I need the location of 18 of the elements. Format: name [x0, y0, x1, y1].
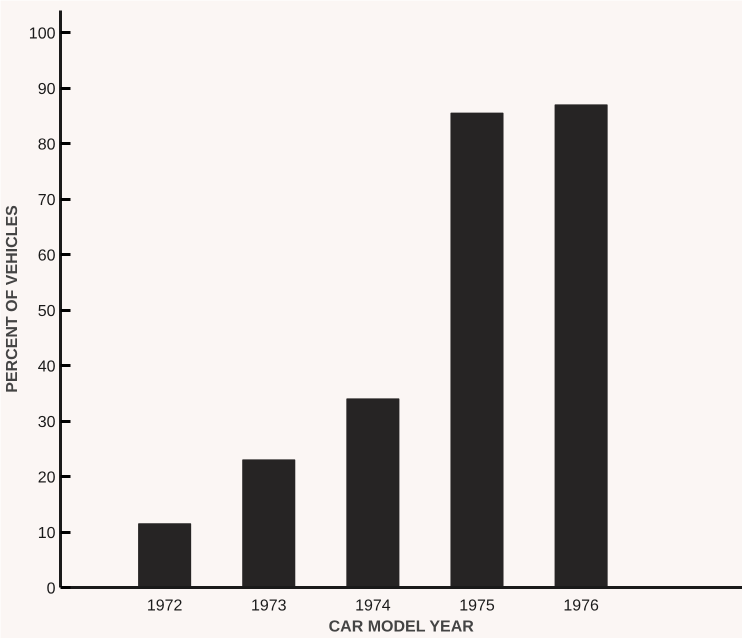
y-tick-label: 100	[28, 26, 56, 43]
x-tick-label: 1972	[146, 598, 183, 614]
x-tick-label: 1975	[459, 598, 495, 614]
y-tick-label: 30	[38, 414, 56, 432]
y-tick-label: 0	[46, 580, 56, 598]
y-tick-label: 90	[38, 81, 56, 98]
y-tick-label: 40	[38, 358, 56, 376]
x-tick-label: 1976	[563, 598, 600, 614]
y-tick-label: 60	[38, 248, 56, 265]
y-tick-label: 50	[38, 303, 56, 320]
y-tick-label: 80	[38, 136, 56, 154]
x-tick-label: 1974	[355, 598, 391, 614]
x-axis-title: CAR MODEL YEAR	[328, 618, 474, 636]
y-tick-label: 20	[38, 470, 56, 487]
x-tick-label: 1973	[250, 598, 287, 614]
y-tick-label: 10	[38, 525, 56, 542]
y-axis-title: PERCENT OF VEHICLES	[4, 204, 21, 393]
y-tick-label: 70	[38, 192, 56, 210]
